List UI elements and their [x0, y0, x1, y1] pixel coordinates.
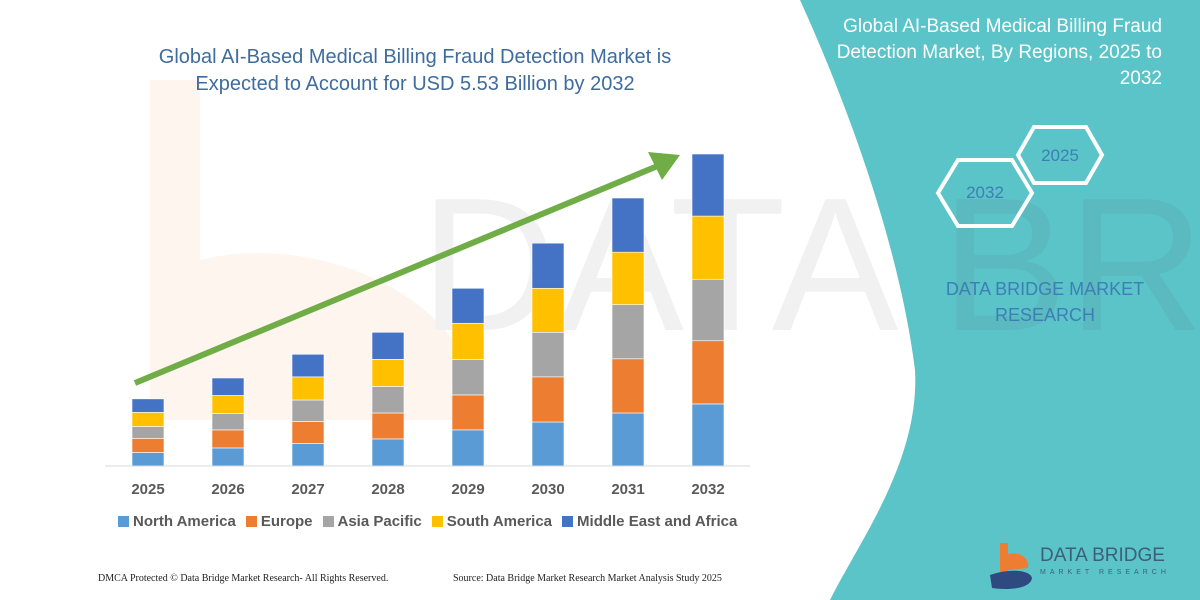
- bar-segment-2028-middle-east-and-africa: [371, 331, 405, 360]
- legend-item: Europe: [245, 513, 313, 530]
- legend-item: Middle East and Africa: [562, 513, 737, 530]
- legend-item: Asia Pacific: [322, 513, 422, 530]
- bar-segment-2029-south-america: [451, 322, 485, 360]
- bar-segment-2029-north-america: [451, 429, 485, 467]
- bar-segment-2027-asia-pacific: [291, 399, 325, 422]
- bar-segment-2028-europe: [371, 412, 405, 440]
- bar-segment-2027-south-america: [291, 376, 325, 401]
- bar-segment-2031-europe: [611, 358, 645, 414]
- bar-segment-2030-europe: [531, 376, 565, 423]
- hex-label-2025: 2025: [1041, 146, 1079, 165]
- chart-title: Global AI-Based Medical Billing Fraud De…: [158, 46, 672, 95]
- legend-swatch: [118, 516, 129, 527]
- side-panel-title: Global AI-Based Medical Billing Fraud De…: [836, 16, 1162, 89]
- logo-name: DATA BRIDGE: [1040, 545, 1165, 566]
- x-tick-label: 2030: [531, 481, 564, 498]
- bar-segment-2025-europe: [131, 438, 165, 453]
- legend-swatch: [322, 516, 334, 527]
- x-tick-label: 2027: [291, 481, 324, 498]
- brand-text: DATA BRIDGE MARKET RESEARCH: [945, 279, 1145, 325]
- logo-subtitle: MARKET RESEARCH: [1040, 569, 1170, 576]
- legend: North America Europe Asia Pacific South Ame…: [118, 513, 737, 530]
- legend-label: Middle East and Africa: [577, 513, 738, 530]
- bar-segment-2029-europe: [451, 394, 485, 431]
- legend-label: North America: [133, 513, 236, 530]
- legend-swatch: [562, 516, 574, 527]
- logo-icon: [990, 543, 1032, 589]
- bar-segment-2030-asia-pacific: [531, 331, 565, 378]
- bar-segment-2032-europe: [691, 340, 725, 405]
- legend-label: Europe: [260, 513, 313, 530]
- bar-segment-2030-north-america: [531, 421, 565, 467]
- bar-segment-2029-asia-pacific: [451, 359, 485, 396]
- bar-segment-2028-south-america: [371, 359, 405, 387]
- footer-copyright: DMCA Protected © Data Bridge Market Rese…: [98, 573, 389, 584]
- bar-segment-2025-south-america: [131, 412, 165, 427]
- x-tick-label: 2031: [611, 481, 644, 498]
- bar-segment-2027-north-america: [291, 443, 325, 467]
- bar-segment-2026-asia-pacific: [211, 413, 245, 431]
- hex-label-2032: 2032: [966, 183, 1004, 202]
- bar-segment-2027-europe: [291, 421, 325, 444]
- x-tick-label: 2028: [371, 481, 404, 498]
- bar-segment-2032-south-america: [691, 215, 725, 280]
- hexagon-2032: [935, 158, 1035, 228]
- bar-segment-2029-middle-east-and-africa: [451, 287, 485, 324]
- legend-label: Asia Pacific: [337, 513, 422, 530]
- bar-segment-2026-middle-east-and-africa: [211, 377, 245, 396]
- legend-swatch: [431, 516, 443, 527]
- bar-segment-2030-middle-east-and-africa: [531, 242, 565, 289]
- bar-segment-2028-asia-pacific: [371, 386, 405, 414]
- bar-segment-2028-north-america: [371, 438, 405, 467]
- trend-arrow: [133, 152, 680, 386]
- bar-segment-2032-north-america: [691, 403, 725, 467]
- legend-item: North America: [118, 513, 236, 530]
- bar-segment-2026-south-america: [211, 395, 245, 414]
- bar-segment-2031-north-america: [611, 412, 645, 467]
- bar-segment-2032-asia-pacific: [691, 278, 725, 342]
- legend-item: South America: [431, 513, 553, 530]
- footer-source: Source: Data Bridge Market Research Mark…: [453, 573, 722, 584]
- x-tick-label: 2029: [451, 481, 484, 498]
- bar-segment-2031-asia-pacific: [611, 304, 645, 360]
- bar-segment-2027-middle-east-and-africa: [291, 353, 325, 378]
- bar-segment-2026-north-america: [211, 447, 245, 467]
- bar-segment-2032-middle-east-and-africa: [691, 153, 725, 217]
- bar-segment-2026-europe: [211, 429, 245, 449]
- bar-segment-2025-asia-pacific: [131, 426, 165, 439]
- x-tick-label: 2026: [211, 481, 244, 498]
- legend-label: South America: [446, 513, 553, 530]
- bar-segment-2025-north-america: [131, 452, 165, 467]
- bar-segment-2031-middle-east-and-africa: [611, 197, 645, 253]
- bar-segment-2030-south-america: [531, 287, 565, 333]
- legend-swatch: [245, 516, 257, 527]
- bar-segment-2031-south-america: [611, 251, 645, 305]
- hexagon-2025: [1015, 125, 1105, 185]
- x-tick-label: 2032: [691, 481, 724, 498]
- x-tick-label: 2025: [131, 481, 164, 498]
- bar-segment-2025-middle-east-and-africa: [131, 398, 165, 413]
